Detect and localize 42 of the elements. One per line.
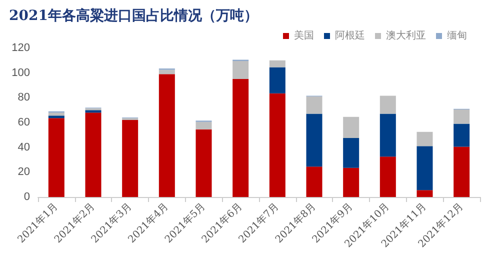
legend-label: 阿根廷 bbox=[335, 30, 365, 42]
bar bbox=[306, 114, 322, 167]
bar bbox=[48, 116, 64, 118]
bar bbox=[454, 124, 470, 147]
y-tick-label: 120 bbox=[12, 42, 30, 54]
bar bbox=[343, 138, 360, 168]
legend-label: 美国 bbox=[294, 30, 314, 42]
bar bbox=[158, 70, 175, 74]
bar bbox=[454, 146, 470, 197]
bar bbox=[158, 74, 175, 197]
bar bbox=[380, 96, 396, 114]
bar bbox=[269, 93, 286, 197]
bar bbox=[196, 122, 212, 130]
bar bbox=[85, 110, 102, 113]
y-tick-label: 40 bbox=[18, 141, 30, 154]
bar bbox=[232, 61, 249, 80]
y-tick-label: 20 bbox=[18, 166, 30, 178]
bar bbox=[48, 118, 64, 197]
chart-title: 2021年各高粱进口国占比情况（万吨） bbox=[9, 7, 258, 24]
bar bbox=[306, 166, 322, 197]
bar bbox=[416, 146, 433, 190]
bar bbox=[380, 114, 396, 157]
y-tick-label: 0 bbox=[24, 191, 30, 203]
bar bbox=[416, 132, 433, 146]
bar bbox=[306, 96, 322, 114]
bar bbox=[343, 116, 360, 138]
bar bbox=[85, 112, 102, 197]
bar bbox=[416, 190, 433, 197]
bar bbox=[122, 120, 138, 197]
bar bbox=[269, 67, 286, 94]
bar bbox=[269, 60, 286, 68]
y-tick-label: 60 bbox=[18, 116, 30, 128]
legend-label: 澳大利亚 bbox=[386, 30, 426, 42]
y-tick-label: 100 bbox=[12, 66, 30, 79]
bar bbox=[48, 112, 64, 116]
bar bbox=[454, 109, 470, 124]
bar bbox=[196, 129, 212, 197]
legend-label: 缅甸 bbox=[447, 30, 467, 42]
bar bbox=[232, 79, 249, 197]
bar bbox=[380, 156, 396, 197]
y-tick-label: 80 bbox=[18, 92, 30, 104]
bar bbox=[343, 168, 360, 197]
